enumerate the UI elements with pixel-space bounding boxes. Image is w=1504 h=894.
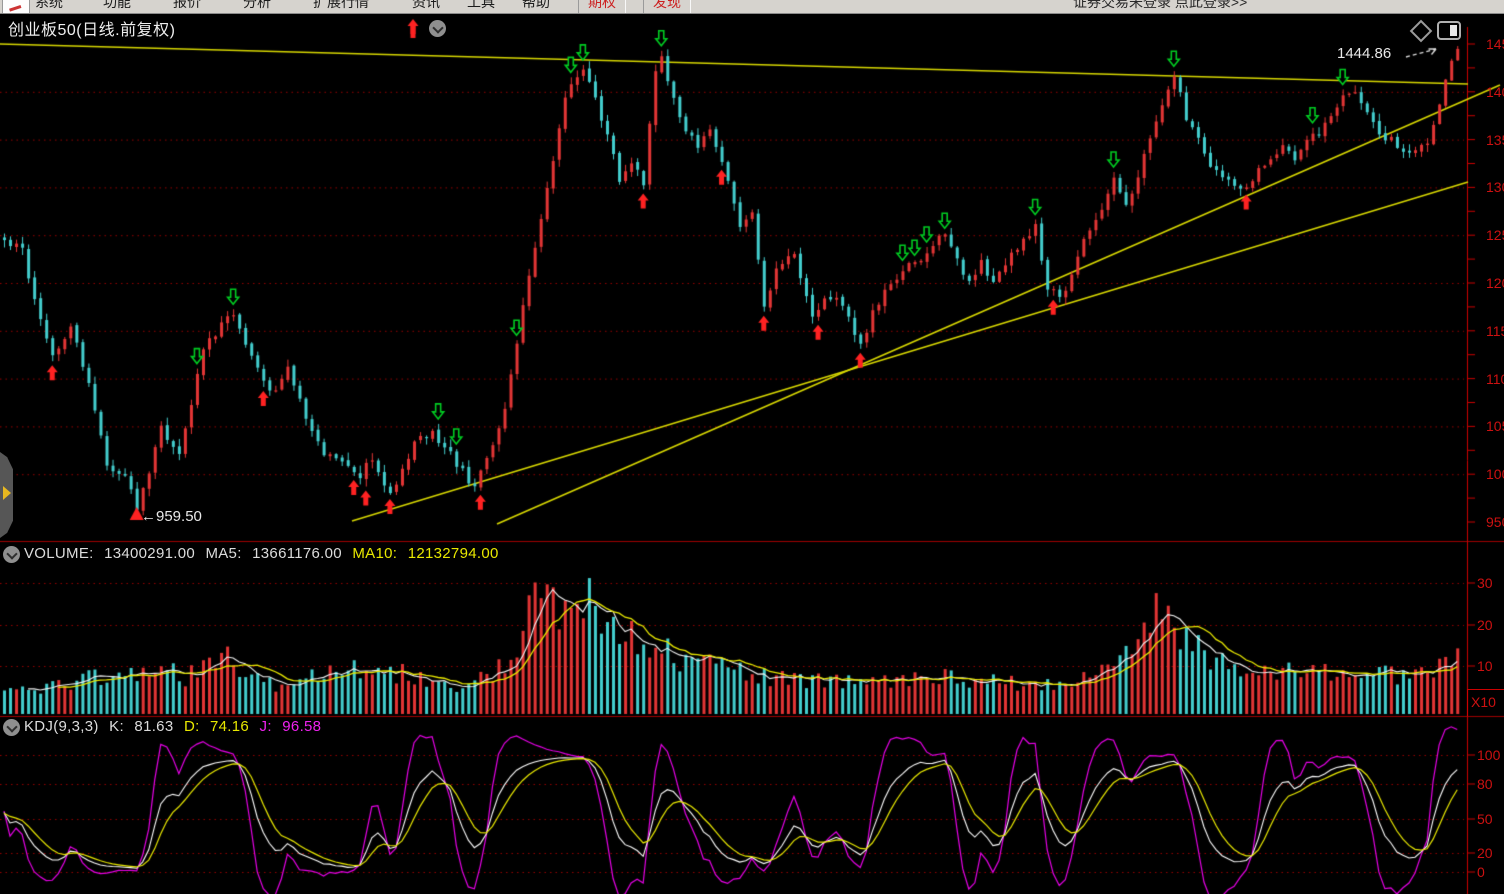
price-axis-label: 1150 — [1486, 322, 1504, 339]
j-label: J: — [259, 718, 272, 735]
split-window-icon[interactable] — [1437, 21, 1461, 40]
collapse-kdj-panel-button[interactable] — [3, 719, 20, 736]
price-axis-label: 950 — [1486, 514, 1504, 530]
marked-low-label: ←959.50 — [141, 508, 202, 525]
kdj-axis-label: 100 — [1477, 747, 1501, 763]
price-axis-label: 1450 — [1486, 36, 1504, 52]
menu-item-1[interactable]: 功能 — [103, 0, 131, 10]
volume-header: VOLUME: 13400291.00 MA5: 13661176.00 MA1… — [24, 545, 505, 562]
price-axis-label: 1400 — [1486, 83, 1504, 100]
price-axis-label: 1000 — [1486, 466, 1504, 483]
price-axis-label: 1100 — [1486, 370, 1504, 387]
collapse-volume-panel-button[interactable] — [3, 546, 20, 563]
menu-bar: 证券交易未登录 点此登录>> 系统 功能 报价 分析 扩展行情 资讯 工具 帮助 期权 发现 — [0, 0, 1504, 14]
k-label: K: — [109, 718, 124, 735]
volume-value: 13400291.00 — [104, 545, 195, 562]
collapse-main-panel-button[interactable] — [429, 20, 446, 37]
sidebar-expand-handle[interactable] — [0, 452, 13, 538]
price-axis-label: 1200 — [1486, 275, 1504, 291]
ma5-label: MA5: — [205, 545, 242, 562]
price-axis-label: 1300 — [1486, 179, 1504, 196]
j-value: 96.58 — [282, 718, 322, 735]
menu-item-2[interactable]: 报价 — [173, 0, 201, 10]
d-value: 74.16 — [210, 718, 250, 735]
menu-hot-item-1[interactable]: 发现 — [643, 0, 691, 13]
volume-axis-label: 30 — [1477, 575, 1493, 591]
ma5-value: 13661176.00 — [252, 545, 342, 562]
menu-hot-item-0[interactable]: 期权 — [578, 0, 626, 13]
volume-label: VOLUME: — [24, 545, 94, 562]
volume-axis-label: 10 — [1477, 658, 1493, 674]
ma10-label: MA10: — [352, 545, 398, 562]
instrument-title: 创业板50(日线.前复权) — [8, 22, 176, 39]
volume-multiplier: X10 — [1471, 694, 1496, 710]
menu-item-4[interactable]: 扩展行情 — [313, 0, 369, 10]
kdj-header: KDJ(9,3,3) K: 81.63 D: 74.16 J: 96.58 — [24, 718, 327, 735]
menu-item-5[interactable]: 资讯 — [412, 0, 440, 10]
menu-item-3[interactable]: 分析 — [243, 0, 271, 10]
menu-item-6[interactable]: 工具 — [467, 0, 495, 10]
expand-arrow-icon — [3, 486, 11, 500]
app-logo-icon[interactable] — [2, 0, 30, 13]
menu-item-7[interactable]: 帮助 — [522, 0, 550, 10]
kdj-axis-label: 0 — [1477, 864, 1485, 880]
price-axis-label: 1050 — [1486, 418, 1504, 435]
kdj-axis-label: 20 — [1477, 845, 1493, 861]
kdj-axis-label: 80 — [1477, 776, 1493, 792]
volume-axis-label: 20 — [1477, 617, 1493, 633]
price-axis-label: 1250 — [1486, 227, 1504, 244]
ma10-value: 12132794.00 — [407, 545, 499, 562]
last-price-label: 1444.86 — [1337, 45, 1392, 62]
price-axis-label: 1350 — [1486, 131, 1504, 148]
volume-multiplier-box: X10 — [1467, 689, 1504, 716]
kdj-axis-label: 50 — [1477, 811, 1493, 827]
d-label: D: — [183, 718, 200, 735]
k-value: 81.63 — [134, 718, 174, 735]
kdj-indicator-label: KDJ(9,3,3) — [24, 718, 99, 735]
trade-login-status[interactable]: 证券交易未登录 点此登录>> — [1073, 0, 1248, 10]
menu-item-0[interactable]: 系统 — [35, 0, 63, 10]
